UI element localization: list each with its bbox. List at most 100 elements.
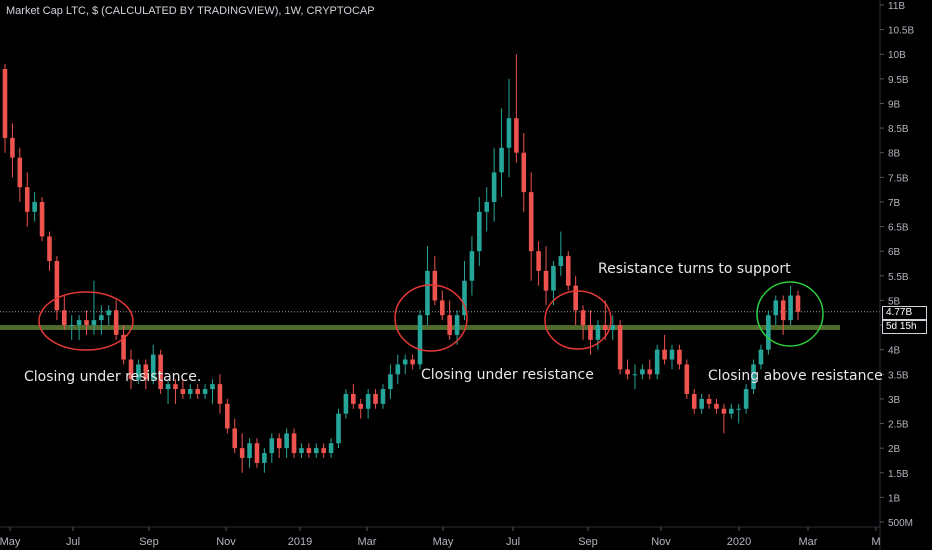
candle-body (321, 448, 326, 454)
candle-body (380, 389, 386, 404)
candle-body (180, 389, 186, 394)
candle-body (699, 398, 704, 409)
red-circle-right (544, 290, 612, 350)
candle-body (121, 334, 126, 360)
candle-body (106, 310, 112, 316)
candle-body (632, 374, 638, 376)
candle-body (647, 369, 653, 375)
candle-body (595, 325, 601, 340)
candle-body (551, 265, 556, 291)
candle-body (343, 393, 349, 414)
candle-body (491, 172, 497, 202)
candle-body (187, 389, 193, 394)
x-tick-label: Jul (506, 536, 520, 548)
candle-body (514, 118, 519, 153)
candle-body (395, 364, 401, 375)
candle-body (425, 270, 430, 316)
candle-body (677, 349, 682, 365)
candle-body (91, 320, 97, 326)
x-tick-label: 2019 (288, 536, 312, 548)
candle-body (565, 256, 571, 286)
candle-body (691, 393, 697, 409)
candle-body (788, 295, 793, 321)
candle-body (61, 310, 67, 326)
x-tick-label: Mar (799, 536, 818, 548)
x-tick-label: Nov (651, 536, 671, 548)
candle-body (365, 393, 371, 409)
x-tick-label: Sep (578, 536, 598, 548)
candle-body (410, 359, 415, 365)
candle-body (128, 359, 134, 380)
y-tick-label: 5B (888, 296, 901, 307)
candle-body (662, 349, 667, 360)
y-tick-label: 6.5B (888, 223, 909, 234)
y-tick-label: 9B (888, 99, 901, 110)
annotation-circles (38, 281, 824, 352)
candle-body (580, 310, 586, 326)
candle-body (69, 325, 74, 327)
candle-body (276, 438, 282, 449)
x-tick-label: Nov (216, 536, 236, 548)
candle-body (543, 270, 549, 291)
candle-body (239, 448, 245, 458)
candle-body (54, 261, 60, 311)
candle-body (743, 389, 749, 409)
candle-body (729, 408, 734, 414)
candle-body (736, 408, 742, 410)
candle-body (706, 398, 712, 404)
y-tick-label: 500M (888, 518, 913, 529)
candle-body (291, 433, 297, 454)
candle-body (328, 443, 334, 454)
x-tick-label: Jul (66, 536, 80, 548)
candle-body (373, 393, 378, 404)
candle-body (773, 300, 779, 316)
candle-body (603, 325, 608, 330)
candle-body (10, 137, 15, 158)
y-tick-label: 7.5B (888, 173, 909, 184)
candle-body (499, 147, 504, 173)
y-tick-label: 9.5B (888, 75, 909, 86)
y-tick-label: 4B (888, 346, 901, 357)
candle-body (269, 438, 275, 454)
candle-body (669, 349, 675, 360)
candle-body (795, 295, 801, 312)
candle-body (299, 448, 304, 454)
candle-body (477, 211, 482, 252)
annotation-middle: Closing under resistance (421, 367, 594, 383)
candle-body (439, 300, 445, 316)
candle-body (306, 448, 312, 454)
candle-body (617, 325, 623, 370)
candle-body (447, 315, 452, 335)
candle-body (195, 389, 200, 394)
chart-title: Market Cap LTC, $ (CALCULATED BY TRADING… (6, 5, 375, 17)
candle-body (210, 384, 215, 390)
y-tick-label: 3B (888, 395, 901, 406)
last-price-tag: 4.77B (882, 306, 927, 320)
y-tick-label: 10.5B (888, 26, 914, 37)
candle-body (217, 384, 223, 404)
candle-body (506, 118, 512, 148)
candle-body (247, 443, 252, 458)
candles-group (2, 54, 801, 473)
candle-body (173, 384, 178, 390)
candle-body (254, 443, 260, 463)
candle-body (654, 349, 660, 375)
candle-body (484, 201, 490, 212)
candle-body (99, 315, 104, 321)
green-circle (756, 281, 824, 347)
candle-body (39, 201, 45, 237)
price-axis[interactable]: 11B 10.5B 10B 9.5B 9B 8.5B 8B 7.5B 7B 6.5B 6B 5.5B 5… (880, 1, 914, 529)
annotation-left: Closing under resistance. (24, 369, 202, 385)
y-tick-label: 6B (888, 247, 901, 258)
candle-body (521, 152, 527, 193)
candle-body (17, 157, 23, 188)
x-tick-label: M (871, 536, 880, 548)
candle-body (469, 251, 475, 281)
y-tick-label: 5.5B (888, 272, 909, 283)
candle-body (225, 403, 230, 429)
candle-body (684, 364, 690, 394)
candle-body (136, 364, 141, 380)
candle-body (202, 389, 208, 394)
time-axis[interactable]: May Jul Sep Nov 2019 Mar May Jul Sep Nov 2020 Mar M (0, 527, 881, 548)
